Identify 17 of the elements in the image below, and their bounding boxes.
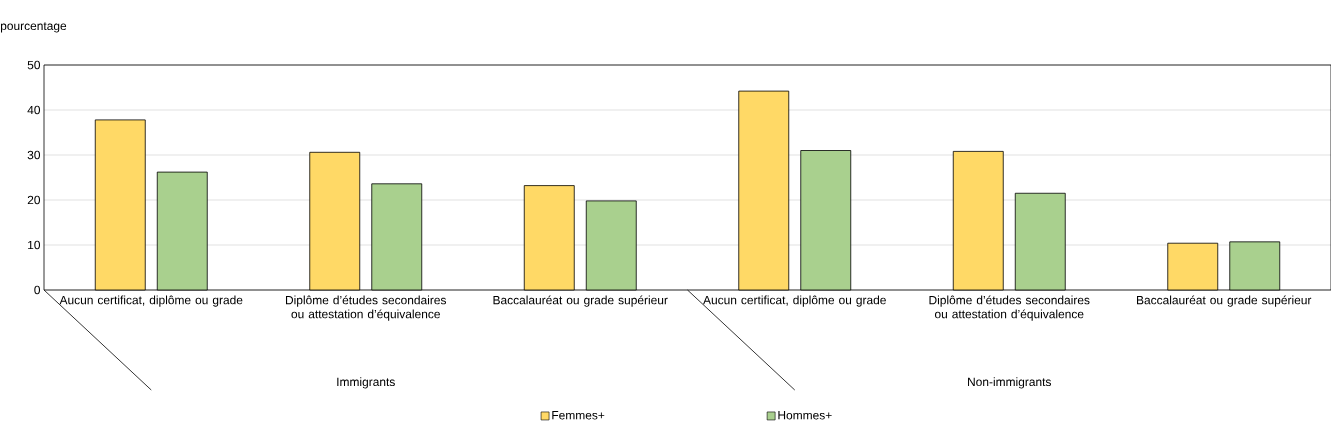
- text: Immigrants: [337, 377, 395, 389]
- y-tick-label: 50: [27, 60, 41, 70]
- legend-label: Femmes+: [552, 411, 605, 420]
- x-tick-label: Baccalauréat ou grade supérieur: [1137, 295, 1312, 307]
- y-tick-label: 30: [27, 150, 41, 160]
- y-tick-label: 0: [34, 285, 41, 295]
- y-axis-title: pourcentage: [0, 22, 67, 33]
- y-tick-label: 10: [28, 240, 41, 250]
- x-tick-label: Aucun certificat, diplôme ou grade: [703, 295, 886, 307]
- x-tick-label: Diplôme d’études secondaires ou attestation d’équivalence: [285, 295, 447, 321]
- x-tick-label: Aucun certificat, diplôme ou grade: [59, 295, 243, 307]
- x-tick-label: Diplôme d’études secondaires ou attestation d’équivalence: [929, 295, 1090, 321]
- y-tick-label: 20: [27, 195, 41, 205]
- text: Non-immigrants: [968, 377, 1051, 389]
- x-tick-label: Baccalauréat ou grade supérieur: [493, 295, 668, 307]
- y-tick-label: 40: [27, 105, 41, 115]
- legend-label: Hommes+: [778, 411, 832, 420]
